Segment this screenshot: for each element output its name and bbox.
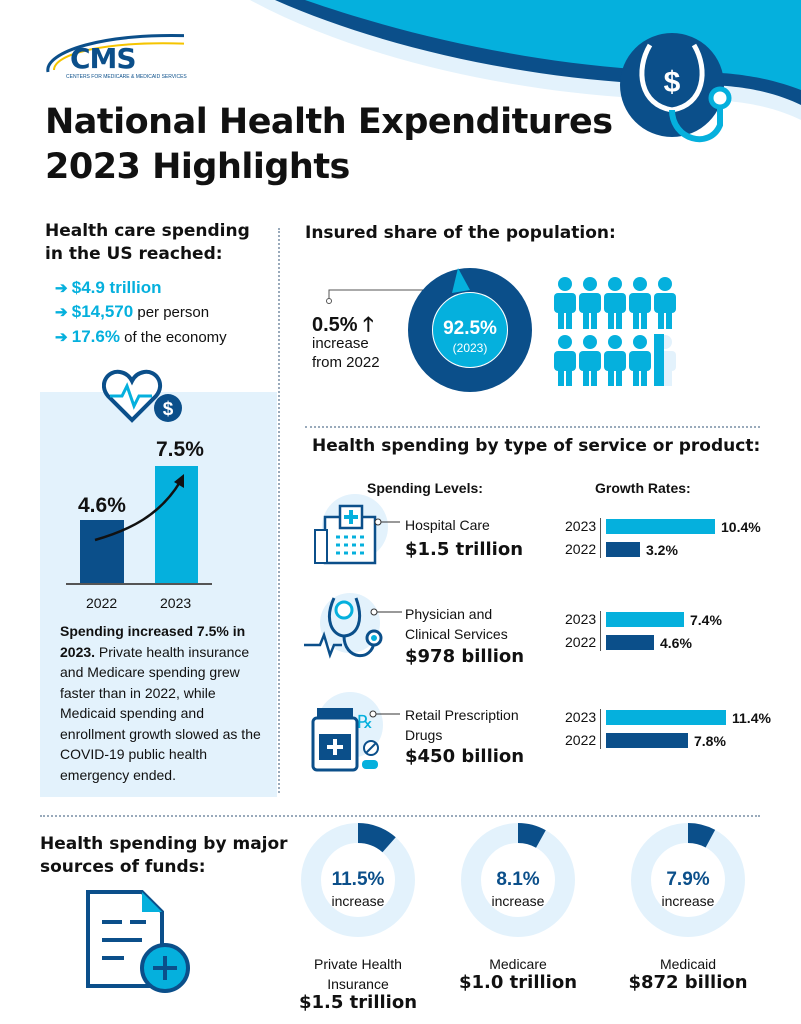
growth-year-label: 2022 <box>565 732 597 748</box>
person-icon <box>579 277 601 329</box>
source-pct: 8.1% <box>496 869 540 890</box>
growth-value: 3.2% <box>646 542 678 558</box>
physician-label: Physician and Clinical Services <box>405 606 508 642</box>
person-icon <box>554 335 576 386</box>
bar-2022 <box>80 520 124 583</box>
growth-rates-label: Growth Rates: <box>595 480 691 496</box>
svg-text:$: $ <box>163 399 174 420</box>
chart-axis <box>66 583 212 585</box>
source-amount: $1.0 trillion <box>458 972 578 993</box>
service-heading: Health spending by type of service or pr… <box>312 436 761 456</box>
person-icon <box>554 277 576 329</box>
growth-year-label: 2023 <box>565 518 597 534</box>
bullet-per-person: ➔ $14,570 per person <box>55 302 210 321</box>
prescription-icon: ℞ <box>311 692 400 772</box>
spending-summary: Spending increased 7.5% in 2023. Private… <box>60 623 261 783</box>
insured-share-year: (2023) <box>452 341 488 355</box>
growth-value: 10.4% <box>721 519 761 535</box>
prescription-label: Retail Prescription Drugs <box>405 707 519 743</box>
source-increase-label: increase <box>661 893 715 909</box>
people-icons <box>554 277 676 386</box>
growth-bar <box>606 612 684 627</box>
growth-arrow-icon <box>94 474 184 542</box>
source-increase-label: increase <box>491 893 545 909</box>
callout-line <box>326 289 455 304</box>
vertical-divider <box>278 228 280 793</box>
growth-axis <box>600 518 601 558</box>
growth-bar <box>606 635 654 650</box>
insured-donut <box>408 268 532 392</box>
axis-label-2022: 2022 <box>86 595 118 611</box>
hospital-care-label: Hospital Care <box>405 517 490 533</box>
person-icon <box>604 277 626 329</box>
person-icon <box>579 335 601 386</box>
growth-bar <box>606 710 726 725</box>
stethoscope-icon <box>304 593 402 659</box>
growth-year-label: 2023 <box>565 709 597 725</box>
person-icon <box>604 335 626 386</box>
source-name: Medicare <box>489 956 547 972</box>
prescription-amount: $450 billion <box>405 746 525 767</box>
source-name: Private Health Insurance <box>314 956 402 992</box>
hospital-icon <box>314 494 400 565</box>
insured-change: 0.5% 🡑 <box>312 314 374 336</box>
bullet-total: ➔ $4.9 trillion <box>55 278 162 297</box>
growth-value: 7.4% <box>690 612 722 628</box>
growth-year-label: 2022 <box>565 541 597 557</box>
growth-value: 4.6% <box>660 635 692 651</box>
growth-axis <box>600 709 601 749</box>
person-icon-partial <box>654 334 676 386</box>
source-amount: $1.5 trillion <box>298 992 418 1013</box>
insured-share: 92.5% <box>443 318 497 339</box>
document-plus-icon <box>86 890 190 993</box>
source-increase-label: increase <box>331 893 385 909</box>
insured-change-text: increase from 2022 <box>312 335 380 371</box>
axis-label-2023: 2023 <box>160 595 192 611</box>
source-name: Medicaid <box>659 956 717 972</box>
sources-heading: Health spending by major sources of funds… <box>40 834 288 877</box>
person-icon <box>629 335 651 386</box>
growth-year-label: 2023 <box>565 611 597 627</box>
heart-dollar-icon: $ <box>102 369 182 423</box>
growth-bar <box>606 519 715 534</box>
source-donut <box>301 823 415 937</box>
section-divider <box>305 426 760 428</box>
person-icon <box>629 277 651 329</box>
svg-text:$: $ <box>664 66 681 99</box>
spending-levels-label: Spending Levels: <box>367 480 483 496</box>
svg-text:℞: ℞ <box>357 712 373 732</box>
page-title-line2: 2023 Highlights <box>45 147 350 187</box>
bar-label-2022: 4.6% <box>78 494 126 517</box>
source-amount: $872 billion <box>628 972 748 993</box>
cms-logo: CMS CENTERS FOR MEDICARE & MEDICAID SERV… <box>44 32 187 82</box>
growth-axis <box>600 611 601 651</box>
growth-bar <box>606 733 688 748</box>
section-divider-bottom <box>40 815 760 817</box>
logo-text: CMS <box>70 42 137 75</box>
source-pct: 7.9% <box>666 869 710 890</box>
physician-amount: $978 billion <box>405 646 525 667</box>
insured-heading: Insured share of the population: <box>305 223 616 243</box>
source-donut <box>631 823 745 937</box>
hospital-care-amount: $1.5 trillion <box>405 539 524 560</box>
source-pct: 11.5% <box>331 869 385 890</box>
person-icon <box>654 277 676 329</box>
bullet-economy: ➔ 17.6% of the economy <box>55 327 227 346</box>
source-donut <box>461 823 575 937</box>
page-title-line1: National Health Expenditures <box>45 102 613 142</box>
growth-bar <box>606 542 640 557</box>
growth-year-label: 2022 <box>565 634 597 650</box>
growth-value: 7.8% <box>694 733 726 749</box>
logo-subtitle: CENTERS FOR MEDICARE & MEDICAID SERVICES <box>66 74 187 80</box>
spending-growth-panel <box>40 392 277 797</box>
growth-value: 11.4% <box>732 710 771 726</box>
spending-heading: Health care spending in the US reached: <box>45 221 250 264</box>
bar-label-2023: 7.5% <box>156 438 204 461</box>
stethoscope-dollar-icon: $ <box>620 33 732 143</box>
